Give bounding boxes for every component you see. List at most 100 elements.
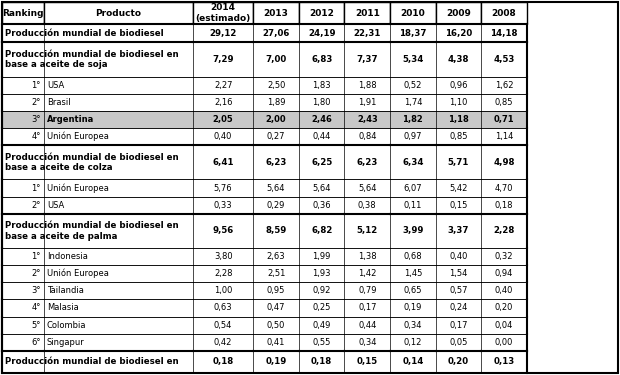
Bar: [390, 214, 436, 248]
Text: 0,34: 0,34: [358, 338, 376, 347]
Text: 0,15: 0,15: [450, 201, 467, 210]
Bar: [193, 94, 254, 111]
Text: 0,84: 0,84: [358, 132, 376, 141]
Text: Producción mundial de biodiesel en: Producción mundial de biodiesel en: [5, 357, 179, 366]
Bar: [436, 214, 481, 248]
Bar: [481, 94, 527, 111]
Bar: [481, 111, 527, 128]
Bar: [481, 265, 527, 282]
Bar: [254, 42, 299, 76]
Bar: [481, 316, 527, 334]
Bar: [2, 42, 44, 76]
Text: 1,54: 1,54: [450, 269, 467, 278]
Bar: [345, 145, 390, 179]
Text: 1,74: 1,74: [404, 98, 422, 107]
Text: 0,14: 0,14: [402, 357, 423, 366]
Text: 0,24: 0,24: [450, 303, 467, 312]
Bar: [254, 145, 299, 179]
Text: 0,50: 0,50: [267, 321, 285, 330]
Text: 6,41: 6,41: [213, 158, 234, 167]
Text: 2°: 2°: [32, 201, 41, 210]
Text: 2,43: 2,43: [357, 115, 378, 124]
Text: 1,18: 1,18: [448, 115, 469, 124]
Text: 5,64: 5,64: [312, 183, 331, 192]
Text: 2,46: 2,46: [311, 115, 332, 124]
Text: 0,42: 0,42: [214, 338, 232, 347]
Text: Argentina: Argentina: [47, 115, 94, 124]
Bar: [299, 248, 345, 265]
Bar: [345, 24, 390, 42]
Text: 0,19: 0,19: [265, 357, 286, 366]
Bar: [254, 76, 299, 94]
Text: 0,49: 0,49: [312, 321, 331, 330]
Text: 2,00: 2,00: [266, 115, 286, 124]
Bar: [193, 265, 254, 282]
Text: 5,64: 5,64: [358, 183, 376, 192]
Bar: [345, 76, 390, 94]
Text: 0,17: 0,17: [450, 321, 467, 330]
Bar: [2, 334, 44, 351]
Text: 2,50: 2,50: [267, 81, 285, 90]
Text: 0,17: 0,17: [358, 303, 376, 312]
Bar: [44, 128, 193, 145]
Bar: [44, 316, 193, 334]
Bar: [299, 94, 345, 111]
Bar: [390, 334, 436, 351]
Bar: [44, 299, 193, 316]
Text: 2014
(estimado): 2014 (estimado): [195, 3, 250, 23]
Text: Unión Europea: Unión Europea: [47, 269, 108, 279]
Bar: [390, 128, 436, 145]
Bar: [299, 145, 345, 179]
Text: 6,82: 6,82: [311, 226, 332, 236]
Bar: [299, 351, 345, 373]
Bar: [193, 248, 254, 265]
Bar: [345, 94, 390, 111]
Text: 24,19: 24,19: [308, 29, 335, 38]
Bar: [193, 42, 254, 76]
Bar: [390, 316, 436, 334]
Text: 4,98: 4,98: [494, 158, 515, 167]
Bar: [254, 111, 299, 128]
Bar: [193, 316, 254, 334]
Text: 3,37: 3,37: [448, 226, 469, 236]
Bar: [436, 316, 481, 334]
Text: 0,85: 0,85: [450, 132, 467, 141]
Bar: [345, 128, 390, 145]
Text: 0,97: 0,97: [404, 132, 422, 141]
Text: 2,63: 2,63: [267, 252, 285, 261]
Text: 0,25: 0,25: [312, 303, 331, 312]
Bar: [390, 76, 436, 94]
Text: 18,37: 18,37: [399, 29, 427, 38]
Bar: [193, 196, 254, 214]
Bar: [2, 196, 44, 214]
Bar: [44, 94, 193, 111]
Bar: [193, 334, 254, 351]
Text: 6,25: 6,25: [311, 158, 332, 167]
Text: 1°: 1°: [32, 81, 41, 90]
Bar: [299, 334, 345, 351]
Text: 0,55: 0,55: [312, 338, 331, 347]
Text: 4,53: 4,53: [494, 55, 515, 64]
Text: 4,70: 4,70: [495, 183, 513, 192]
Bar: [193, 2, 254, 24]
Bar: [436, 282, 481, 299]
Text: 0,19: 0,19: [404, 303, 422, 312]
Bar: [299, 214, 345, 248]
Bar: [2, 128, 44, 145]
Bar: [390, 299, 436, 316]
Text: Unión Europea: Unión Europea: [47, 132, 108, 141]
Bar: [44, 265, 193, 282]
Bar: [390, 248, 436, 265]
Bar: [44, 111, 193, 128]
Text: Producción mundial de biodiesel en
base a aceite de palma: Producción mundial de biodiesel en base …: [5, 221, 179, 240]
Bar: [193, 76, 254, 94]
Bar: [254, 179, 299, 196]
Bar: [44, 76, 193, 94]
Text: 0,54: 0,54: [214, 321, 232, 330]
Bar: [2, 76, 44, 94]
Bar: [390, 196, 436, 214]
Bar: [481, 196, 527, 214]
Text: 0,38: 0,38: [358, 201, 376, 210]
Bar: [44, 351, 193, 373]
Bar: [481, 179, 527, 196]
